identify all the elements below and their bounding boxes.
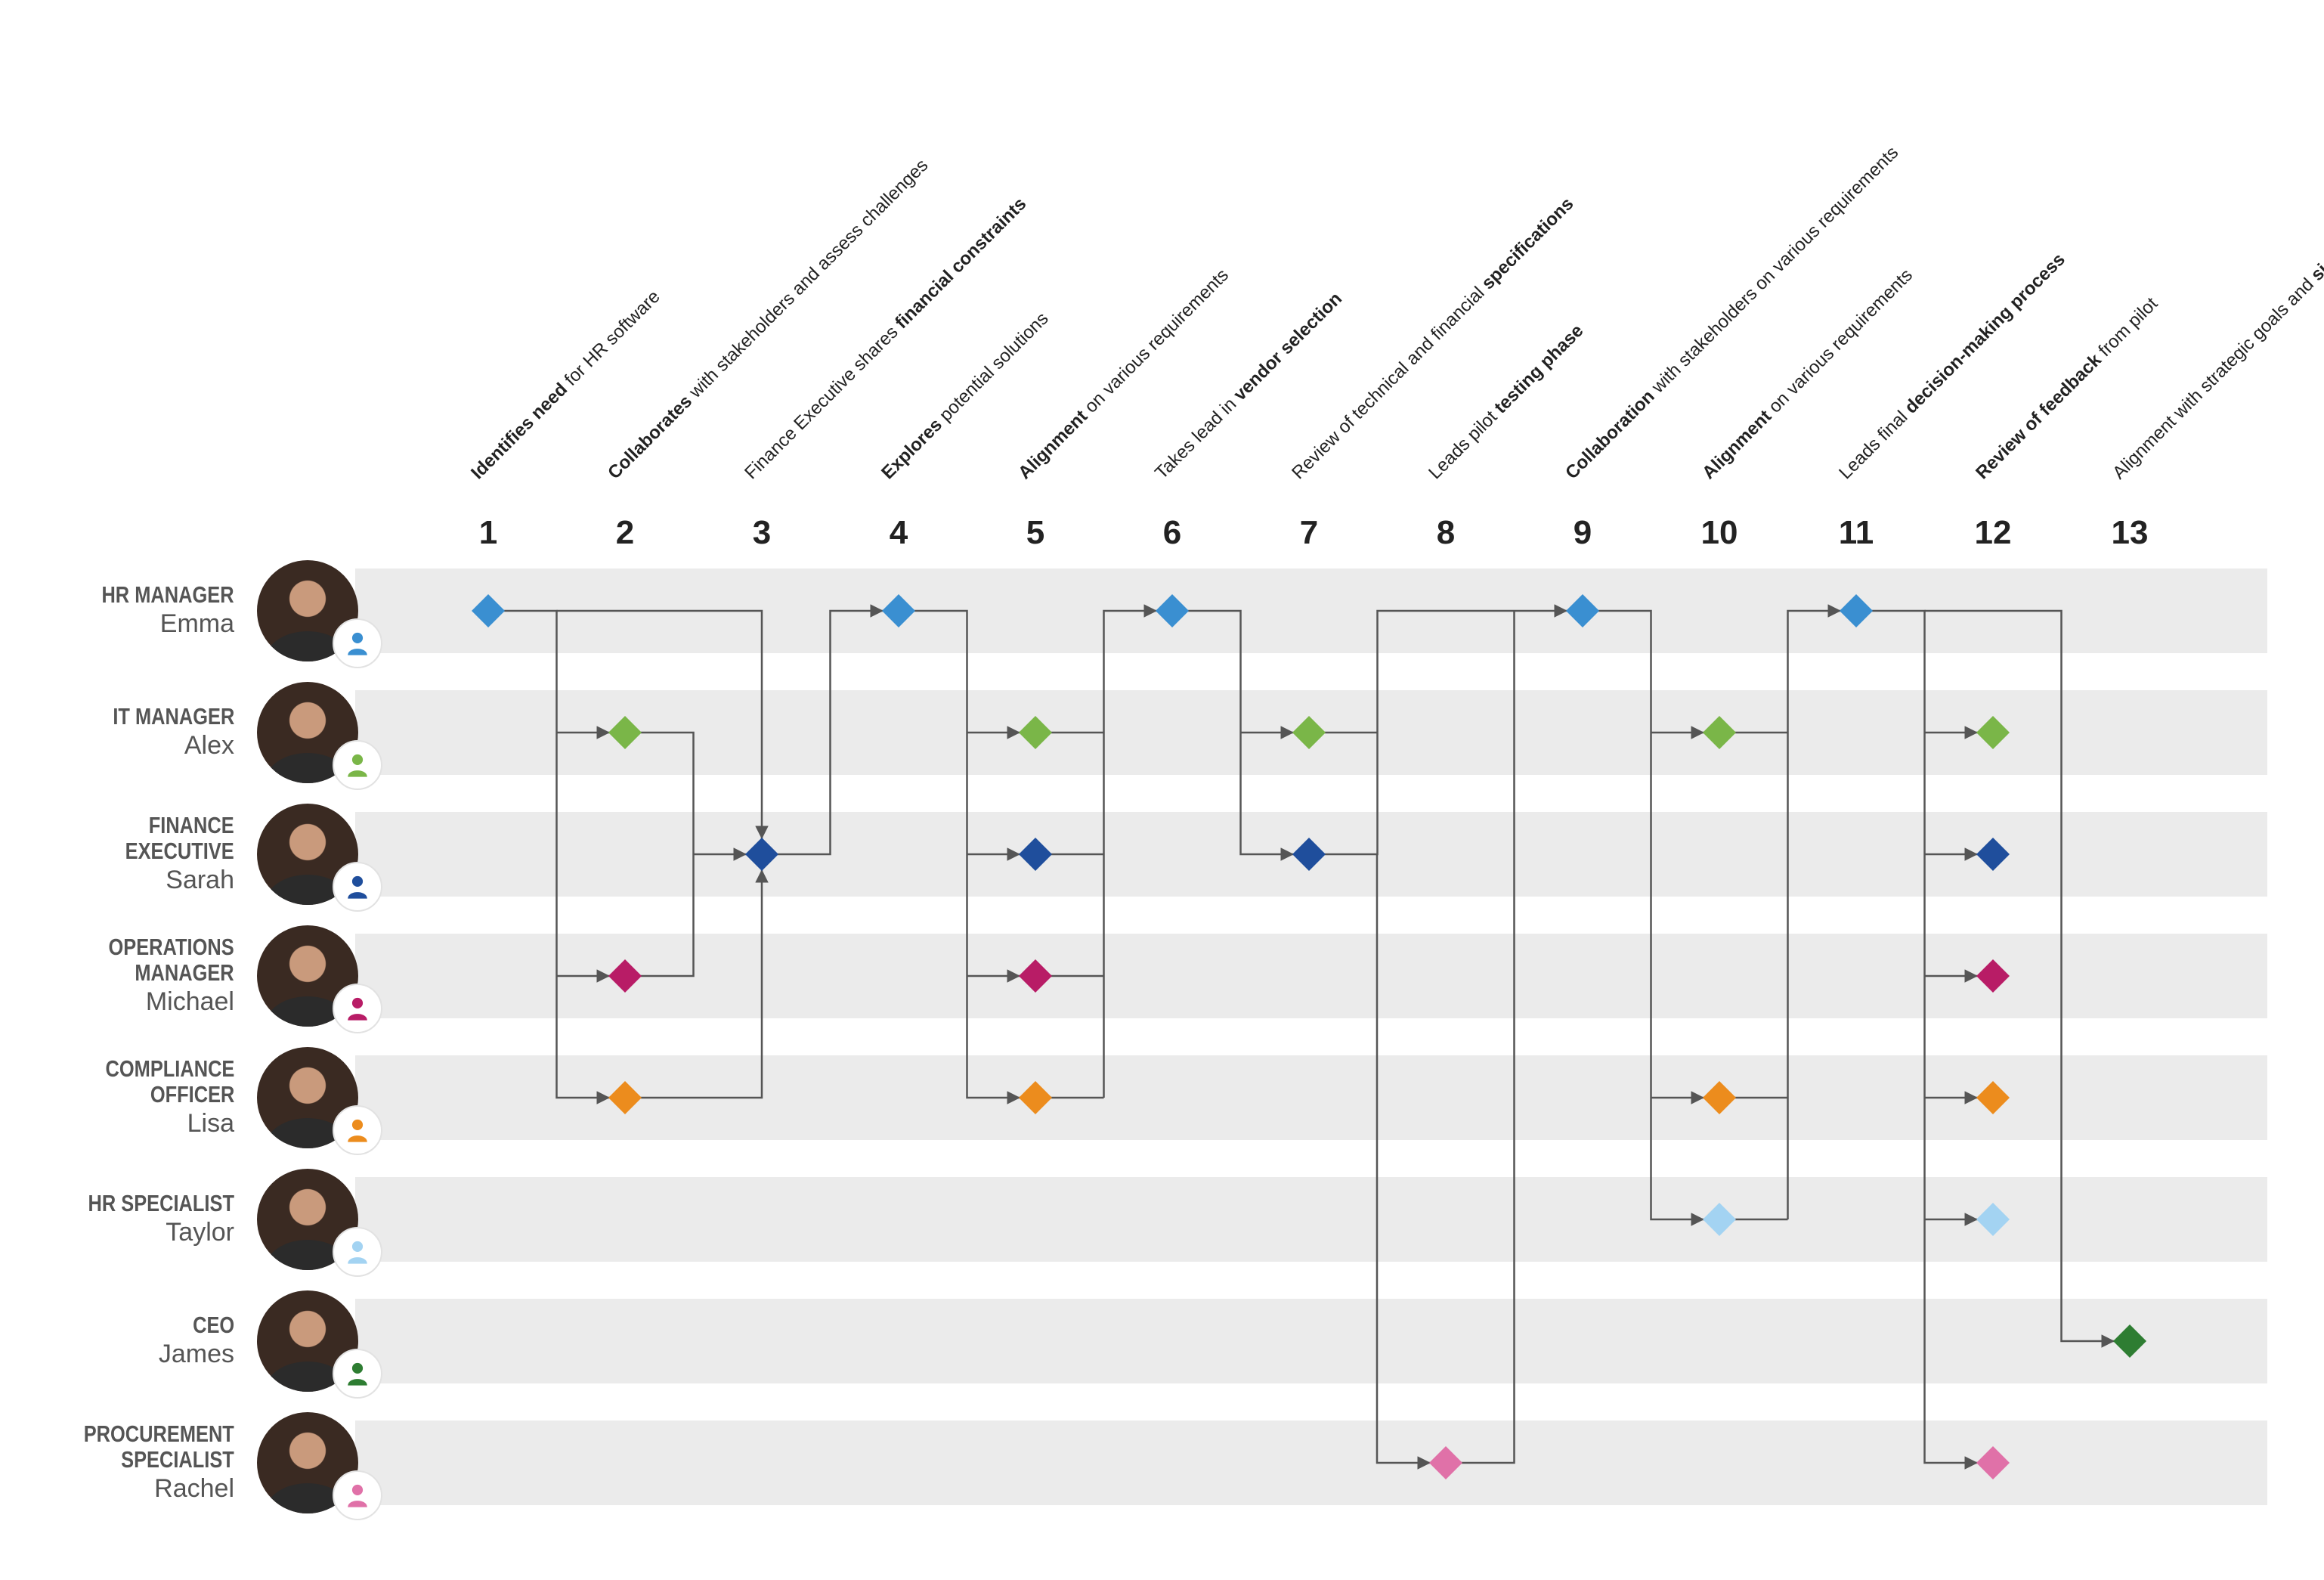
role-title: CEO [192, 1312, 234, 1338]
person-icon [333, 1349, 382, 1399]
step-node [745, 838, 778, 871]
role-label: OPERATIONS MANAGER Michael [30, 934, 234, 1018]
role-title: IT MANAGER [113, 703, 234, 730]
step-node [608, 716, 642, 749]
person-icon [333, 1105, 382, 1155]
connector-line [1787, 604, 1841, 1219]
connector-line [1871, 609, 1978, 1470]
role-title: OPERATIONS MANAGER [108, 934, 234, 986]
step-node [1019, 1081, 1052, 1114]
connector-line [556, 609, 769, 839]
role-label: HR SPECIALIST Taylor [30, 1177, 234, 1262]
role-label: COMPLIANCE OFFICER Lisa [30, 1055, 234, 1140]
role-title: HR SPECIALIST [88, 1190, 234, 1216]
connector-line [1103, 604, 1157, 1098]
role-person-name: Taylor [166, 1218, 234, 1247]
role-person-name: Alex [184, 731, 234, 760]
step-node [472, 594, 505, 627]
person-icon [333, 1227, 382, 1277]
connector-line [1324, 604, 1567, 856]
step-number: 2 [615, 514, 635, 551]
connector-line [777, 604, 883, 856]
step-node [1976, 1446, 2010, 1479]
step-number: 1 [478, 514, 498, 551]
role-label: PROCUREMENT SPECIALIST Rachel [30, 1420, 234, 1505]
person-icon [333, 618, 382, 668]
step-node [882, 594, 915, 627]
avatar [257, 1290, 358, 1392]
role-title: PROCUREMENT SPECIALIST [83, 1420, 234, 1473]
person-icon [333, 984, 382, 1033]
connector-line [1461, 611, 1515, 1464]
person-icon [333, 1470, 382, 1520]
step-number: 13 [2111, 514, 2149, 551]
step-node [1703, 1203, 1736, 1236]
role-person-name: Michael [145, 987, 234, 1016]
connector-line [503, 609, 610, 1104]
connector-line [1924, 609, 2115, 1348]
step-number: 8 [1436, 514, 1456, 551]
step-node [1019, 959, 1052, 993]
role-person-name: Rachel [154, 1474, 234, 1503]
role-band [355, 1299, 2267, 1383]
step-node [608, 959, 642, 993]
role-person-name: James [158, 1340, 234, 1368]
connector-line [1598, 609, 1704, 1226]
step-node [1703, 716, 1736, 749]
step-node [1976, 1203, 2010, 1236]
step-number: 11 [1838, 514, 1874, 551]
step-number: 6 [1162, 514, 1182, 551]
connector-line [640, 731, 695, 977]
step-number: 10 [1700, 514, 1738, 551]
role-title: HR MANAGER [101, 581, 234, 608]
step-number: 9 [1573, 514, 1592, 551]
step-node [1976, 838, 2010, 871]
step-node [1976, 959, 2010, 993]
step-number: 5 [1026, 514, 1045, 551]
step-node [1976, 1081, 2010, 1114]
step-node [1429, 1446, 1462, 1479]
step-node [1292, 716, 1326, 749]
role-person-name: Sarah [166, 866, 234, 894]
step-node [608, 1081, 642, 1114]
step-node [1156, 594, 1189, 627]
role-label: CEO James [30, 1299, 234, 1383]
step-number: 12 [1974, 514, 2012, 551]
role-label: HR MANAGER Emma [30, 568, 234, 653]
step-node [1840, 594, 1873, 627]
step-node [2113, 1324, 2146, 1358]
step-number: 4 [889, 514, 908, 551]
connector-line [1376, 854, 1431, 1470]
step-node [1703, 1081, 1736, 1114]
role-label: IT MANAGER Alex [30, 690, 234, 775]
avatar [257, 925, 358, 1027]
step-node [1292, 838, 1326, 871]
step-node [1019, 716, 1052, 749]
role-title: COMPLIANCE OFFICER [105, 1055, 234, 1108]
avatar [257, 1047, 358, 1148]
step-node [1566, 594, 1599, 627]
role-person-name: Lisa [187, 1109, 234, 1138]
step-number: 3 [752, 514, 772, 551]
step-node [1976, 716, 2010, 749]
step-number: 7 [1299, 514, 1319, 551]
role-label: FINANCE EXECUTIVE Sarah [30, 812, 234, 897]
role-title: FINANCE EXECUTIVE [125, 812, 234, 864]
step-node [1019, 838, 1052, 871]
person-icon [333, 862, 382, 912]
connector-line [640, 869, 769, 1099]
role-person-name: Emma [159, 609, 234, 638]
person-icon [333, 740, 382, 790]
